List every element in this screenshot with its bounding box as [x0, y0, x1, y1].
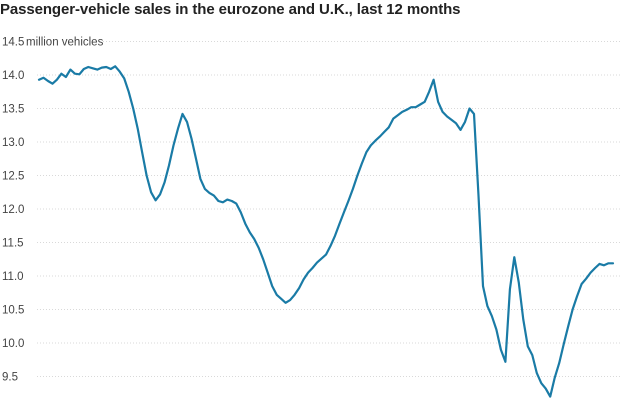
chart-title: Passenger-vehicle sales in the eurozone … — [0, 1, 461, 18]
y-tick-label: 14.5 — [2, 37, 24, 49]
y-tick-label: 12.0 — [2, 204, 24, 216]
y-tick-label: 10.5 — [2, 305, 24, 317]
y-tick-label: 10.0 — [2, 338, 24, 350]
y-tick-label: 13.5 — [2, 104, 24, 116]
y-tick-label: 12.5 — [2, 171, 24, 183]
y-tick-label: 11.0 — [2, 271, 24, 283]
unit-label: million vehicles — [26, 37, 104, 49]
y-tick-label: 14.0 — [2, 70, 24, 82]
y-tick-label: 9.5 — [2, 372, 18, 384]
series-line — [37, 65, 615, 398]
y-axis-tick-labels: 9.5 10.0 10.5 11.0 11.5 12.0 12.5 13.0 13.5 14.0 1… — [2, 37, 24, 384]
gridlines — [37, 41, 620, 377]
y-tick-label: 11.5 — [2, 238, 24, 250]
y-tick-label: 13.0 — [2, 137, 24, 149]
